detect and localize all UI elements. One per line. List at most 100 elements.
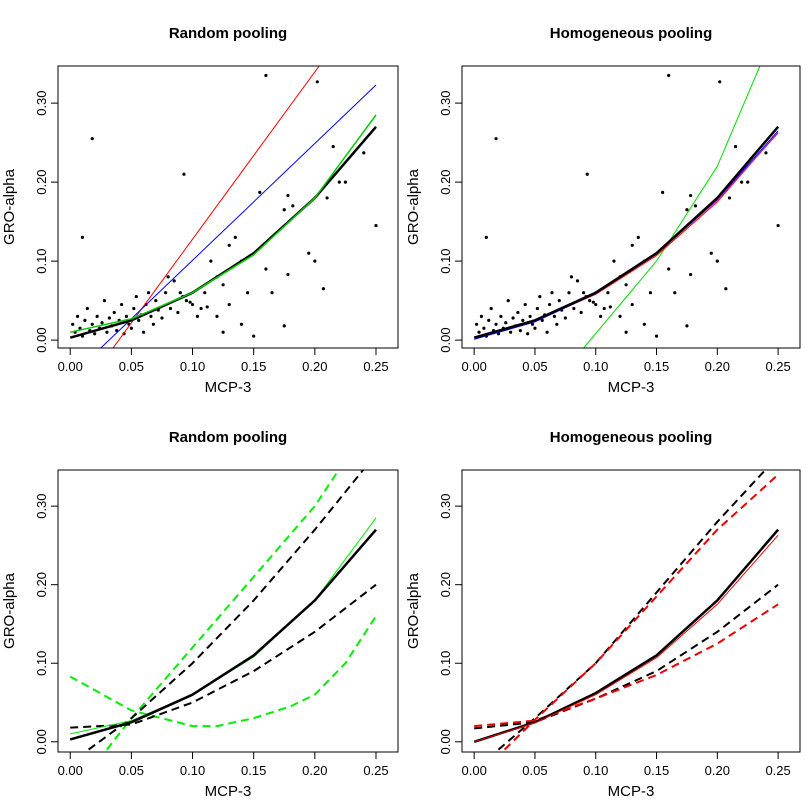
y-axis-label: GRO-alpha	[1, 572, 18, 649]
point	[321, 287, 325, 291]
point	[594, 302, 598, 307]
curve	[503, 473, 779, 751]
point	[740, 180, 744, 184]
panel: Homogeneous pooling MCP-3 GRO-alpha 0.00 0.0…	[405, 429, 801, 800]
x-axis-label: MCP-3	[608, 783, 655, 800]
point	[90, 322, 94, 326]
point	[648, 291, 653, 295]
point	[199, 306, 203, 311]
plot-frame	[461, 469, 801, 753]
x-tick-label: 0.20	[302, 763, 327, 778]
point	[205, 305, 209, 309]
x-tick-label: 0.15	[644, 359, 669, 374]
point	[624, 330, 628, 334]
point	[102, 299, 107, 303]
point	[93, 332, 97, 336]
point	[642, 322, 646, 326]
x-tick-label: 0.05	[119, 763, 144, 778]
x-tick-label: 0.05	[522, 763, 547, 778]
point	[78, 326, 82, 330]
point	[166, 275, 170, 279]
curve	[70, 114, 377, 333]
point	[479, 314, 484, 319]
point	[75, 314, 80, 319]
point	[667, 73, 671, 78]
point	[83, 318, 87, 322]
point	[362, 151, 366, 155]
point	[504, 321, 508, 325]
y-tick-label: 0.30	[34, 90, 49, 115]
point	[258, 190, 262, 194]
y-tick-label: 0.10	[438, 248, 453, 273]
curve	[474, 583, 779, 730]
plot-area	[473, 66, 780, 348]
y-tick-label: 0.20	[34, 572, 49, 597]
point	[521, 318, 525, 322]
y-tick-label: 0.30	[34, 493, 49, 518]
point	[315, 80, 319, 84]
x-tick-label: 0.00	[58, 763, 83, 778]
point	[688, 193, 693, 198]
point	[80, 235, 85, 240]
curve	[474, 132, 779, 338]
point	[667, 267, 671, 271]
y-tick-label: 0.00	[34, 729, 49, 754]
point	[602, 306, 606, 311]
point	[233, 235, 237, 240]
point	[203, 291, 207, 295]
point	[685, 208, 689, 212]
y-tick-label: 0.10	[34, 651, 49, 676]
point	[693, 204, 698, 208]
x-tick-label: 0.00	[58, 359, 83, 374]
x-tick-label: 0.10	[180, 763, 205, 778]
point	[112, 310, 116, 315]
y-axis-label: GRO-alpha	[405, 168, 422, 245]
x-tick-label: 0.10	[583, 763, 608, 778]
point	[146, 291, 151, 295]
point	[337, 180, 341, 184]
x-axis-label: MCP-3	[205, 379, 252, 396]
point	[630, 302, 634, 307]
x-tick-label: 0.25	[363, 763, 388, 778]
y-tick-label: 0.00	[438, 327, 453, 352]
plot-area	[69, 66, 378, 348]
point	[552, 314, 557, 319]
point	[550, 291, 554, 295]
point	[151, 322, 155, 326]
point	[374, 223, 378, 228]
point	[264, 73, 268, 78]
point	[530, 322, 535, 326]
point	[95, 314, 99, 319]
point	[727, 196, 732, 200]
point	[119, 302, 124, 307]
point	[85, 306, 89, 311]
point	[636, 235, 640, 240]
point	[585, 172, 589, 176]
point	[282, 208, 286, 212]
point	[264, 267, 268, 271]
point	[307, 251, 311, 255]
x-tick-label: 0.10	[180, 359, 205, 374]
point	[661, 190, 665, 194]
point	[715, 259, 719, 263]
point	[190, 302, 195, 307]
point	[182, 172, 186, 176]
point	[555, 322, 559, 326]
point	[545, 330, 549, 334]
plot-frame	[57, 65, 399, 349]
point	[286, 272, 290, 277]
point	[178, 291, 182, 295]
point	[612, 259, 616, 263]
point	[535, 306, 539, 311]
point	[221, 330, 225, 334]
x-axis-label: MCP-3	[205, 783, 252, 800]
curve	[112, 66, 320, 348]
plot-frame	[57, 469, 399, 753]
point	[477, 330, 481, 334]
point	[540, 318, 544, 322]
point	[688, 272, 693, 277]
point	[579, 310, 583, 315]
point	[487, 318, 491, 322]
point	[137, 318, 141, 322]
point	[599, 314, 603, 319]
